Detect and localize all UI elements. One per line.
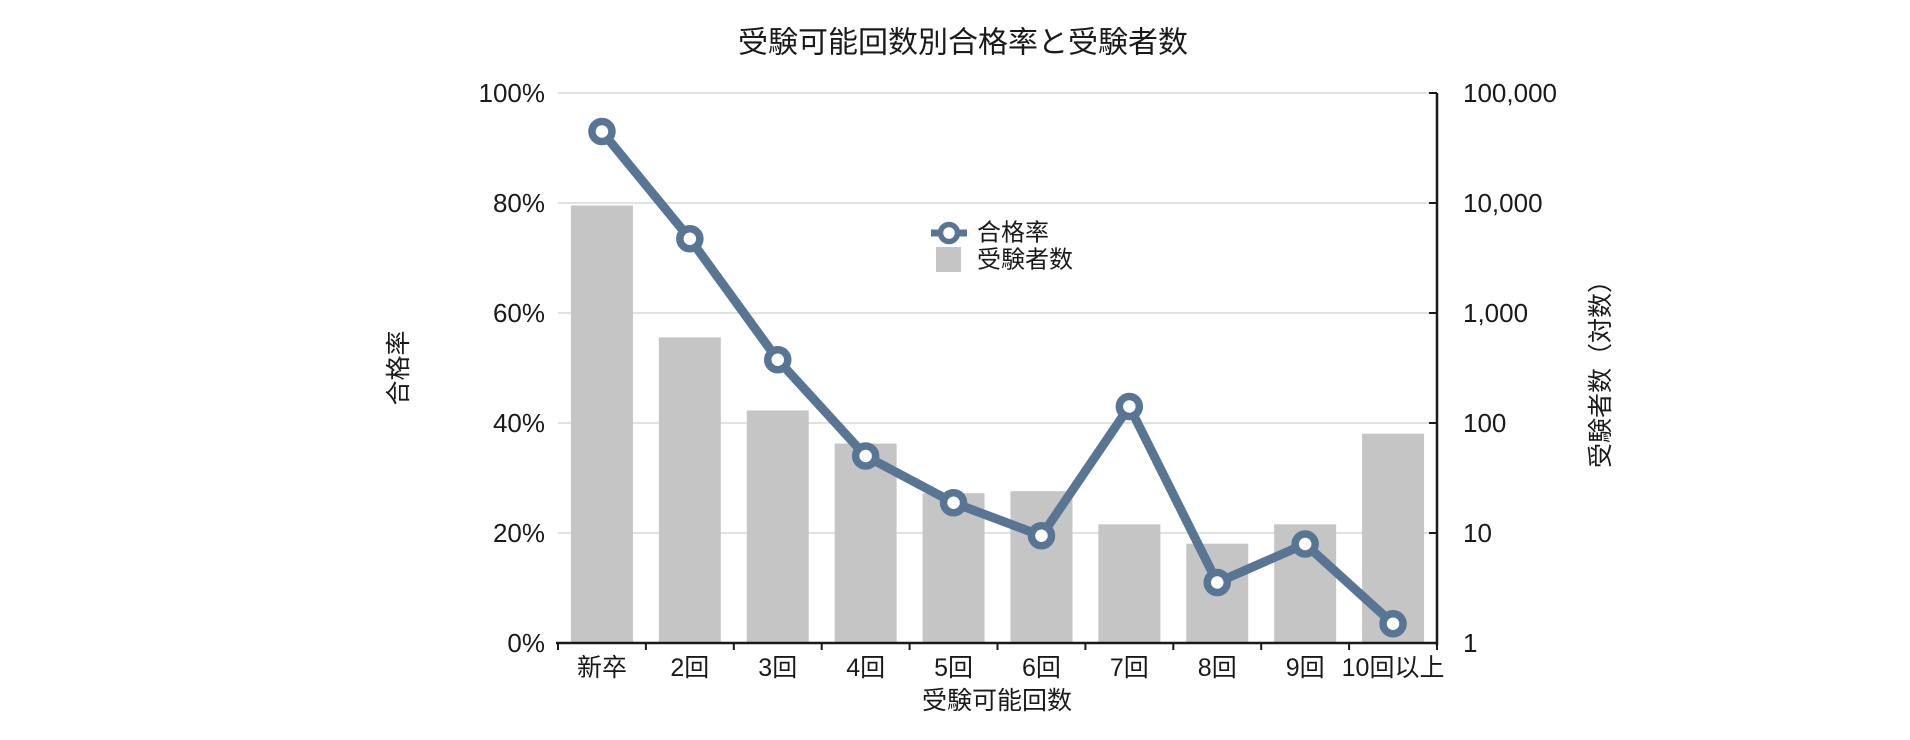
- left-axis-tick-label: 40%: [493, 408, 545, 438]
- x-axis-category-label: 2回: [670, 654, 709, 682]
- x-axis-category-label: 3回: [758, 654, 797, 682]
- bar: [570, 205, 633, 643]
- left-axis-tick-label: 20%: [493, 518, 545, 548]
- tick-label-layer: 0% 20% 40% 60% 80% 100% 1 10 100 1,000 10,000 100,0…: [479, 78, 1557, 682]
- left-axis-tick-label: 60%: [493, 298, 545, 328]
- legend-item-examinees: 受験者数: [936, 247, 1073, 274]
- x-axis-category-label: 9回: [1286, 654, 1325, 682]
- left-axis-tick-label: 0%: [507, 628, 545, 658]
- data-point-marker: [1291, 530, 1319, 558]
- chart-title: 受験可能回数別合格率と受験者数: [738, 27, 1188, 60]
- x-axis-category-label: 7回: [1110, 654, 1149, 682]
- bar: [834, 443, 897, 643]
- data-point-marker: [1203, 568, 1231, 597]
- bar: [658, 337, 721, 643]
- x-axis-category-label: 10回以上: [1342, 654, 1445, 682]
- right-axis-tick-label: 1: [1463, 628, 1477, 658]
- right-axis-tick-label: 100: [1463, 408, 1506, 438]
- left-axis-title: 合格率: [385, 330, 413, 405]
- bar: [1010, 491, 1073, 643]
- left-axis-tick-label: 80%: [493, 188, 545, 218]
- right-axis-tick-label: 100,000: [1463, 78, 1557, 108]
- line-ring-marker-icon: [937, 221, 961, 245]
- right-axis-title: 受験者数（対数）: [1587, 268, 1615, 468]
- bar-swatch-icon: [936, 247, 961, 272]
- bar: [922, 493, 985, 643]
- data-point-marker: [764, 346, 792, 374]
- x-axis-title: 受験可能回数: [922, 687, 1072, 715]
- right-axis-tick-label: 10,000: [1463, 188, 1543, 218]
- legend-item-pass-rate: 合格率: [931, 220, 1049, 247]
- x-axis-category-label: 新卒: [577, 654, 627, 682]
- x-axis-category-label: 6回: [1022, 654, 1061, 682]
- bar-series-layer: [570, 205, 1425, 643]
- line-series-layer: [588, 117, 1407, 638]
- x-axis-category-label: 4回: [846, 654, 885, 682]
- right-axis-tick-label: 1,000: [1463, 298, 1528, 328]
- bar: [746, 410, 809, 643]
- legend: 合格率 受験者数: [931, 220, 1073, 274]
- data-point-marker: [939, 489, 968, 517]
- data-point-marker: [1379, 610, 1407, 638]
- legend-label-examinees: 受験者数: [977, 247, 1073, 274]
- data-point-marker: [676, 225, 704, 253]
- x-axis-category-label: 8回: [1198, 654, 1237, 682]
- data-point-marker: [588, 117, 616, 146]
- legend-label-pass-rate: 合格率: [977, 220, 1049, 247]
- data-point-marker: [1027, 522, 1056, 550]
- bar: [1098, 524, 1161, 643]
- x-axis-category-label: 5回: [934, 654, 973, 682]
- data-point-marker: [1115, 392, 1144, 421]
- pass-rate-line: [597, 127, 1398, 629]
- right-axis-tick-label: 10: [1463, 518, 1492, 548]
- axis-layer: [556, 92, 1439, 650]
- left-axis-tick-label: 100%: [479, 78, 546, 108]
- data-point-marker: [851, 442, 880, 470]
